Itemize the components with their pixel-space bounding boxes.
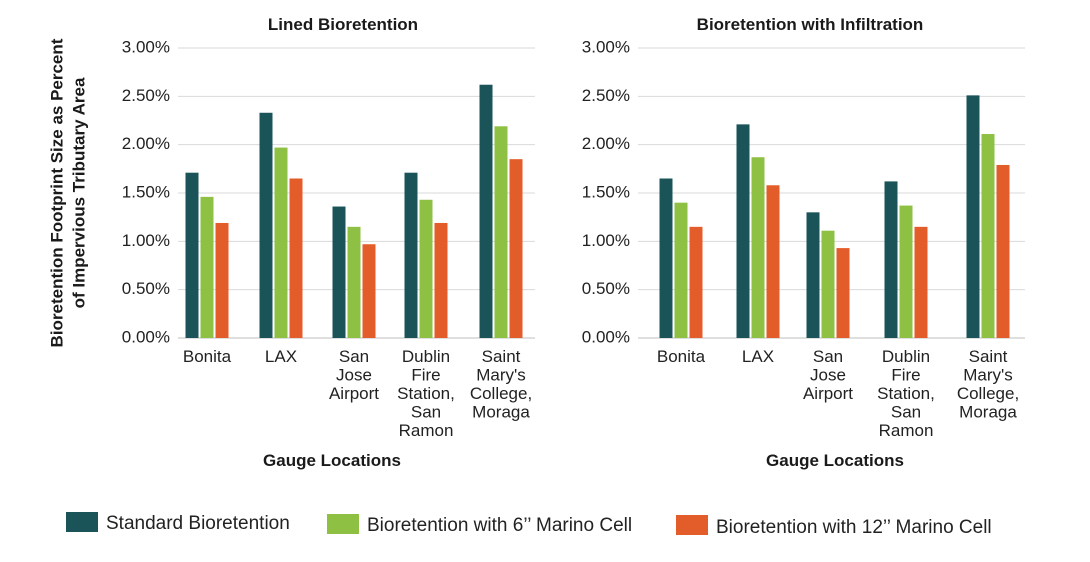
legend: Standard Bioretention Bioretention with 6… (66, 512, 992, 538)
bar (434, 222, 448, 338)
x-category-label-line: Bonita (657, 347, 706, 366)
x-category-label-line: Station, (397, 384, 455, 403)
y-tick-label: 1.50% (122, 182, 170, 201)
x-category-label-line: Jose (810, 366, 846, 385)
bar (659, 178, 673, 338)
bar (836, 248, 850, 338)
y-tick-label: 1.00% (122, 231, 170, 250)
x-category-label-line: Fire (411, 366, 440, 385)
y-axis-label: Bioretention Footprint Size as Percent of… (47, 38, 88, 347)
bar (751, 157, 765, 338)
legend-swatch (66, 512, 98, 532)
bar (479, 84, 493, 338)
x-category-label-line: Station, (877, 384, 935, 403)
x-category-label: Bonita (657, 347, 706, 366)
x-category-label: LAX (265, 347, 297, 366)
bar (404, 172, 418, 338)
x-category-label-line: LAX (742, 347, 774, 366)
bar (509, 159, 523, 338)
bar (766, 185, 780, 338)
x-category-label-line: Dublin (882, 347, 930, 366)
bar (494, 126, 508, 338)
chart-panel-infiltration: Bioretention with Infiltration 0.00% 0.50%… (582, 15, 1025, 470)
x-category-label-line: Fire (891, 366, 920, 385)
y-tick-label: 3.00% (582, 37, 630, 56)
bar (899, 205, 913, 338)
bar (821, 230, 835, 338)
x-category-label-line: Mary's (476, 366, 526, 385)
legend-swatch (327, 514, 359, 534)
x-category-label: Dublin Fire Station, San Ramon (877, 347, 935, 440)
bar (674, 202, 688, 338)
bar (884, 181, 898, 338)
x-category-label: San Jose Airport (803, 347, 853, 403)
bar (966, 95, 980, 338)
y-tick-label: 0.50% (582, 279, 630, 298)
y-tick-label: 2.50% (582, 86, 630, 105)
y-axis-label-line: of Impervious Tributary Area (69, 77, 88, 308)
x-category-label-line: Moraga (959, 403, 1017, 422)
bar (689, 226, 703, 338)
x-category-label-line: Ramon (879, 421, 934, 440)
legend-label: Standard Bioretention (106, 513, 290, 534)
y-tick-label: 0.50% (122, 279, 170, 298)
x-category-label: Saint Mary's College, Moraga (957, 347, 1019, 422)
y-tick-label: 2.00% (122, 134, 170, 153)
y-tick-label: 3.00% (122, 37, 170, 56)
chart-panel-lined: Lined Bioretention 0.00% 0.50% 1.00% 1.50% 2.… (122, 15, 535, 470)
bar (736, 124, 750, 338)
bar (347, 226, 361, 338)
bar (215, 222, 229, 338)
bar (981, 134, 995, 338)
bar (289, 178, 303, 338)
x-category-label: Saint Mary's College, Moraga (470, 347, 532, 422)
y-tick-label: 1.50% (582, 182, 630, 201)
x-category-label-line: LAX (265, 347, 297, 366)
x-axis-label: Gauge Locations (766, 451, 904, 470)
x-category-label-line: San (411, 403, 441, 422)
x-category-label-line: Mary's (963, 366, 1013, 385)
y-tick-label: 1.00% (582, 231, 630, 250)
bar (996, 164, 1010, 338)
bar (914, 226, 928, 338)
bar (200, 196, 214, 338)
x-category-label-line: San (339, 347, 369, 366)
bar (806, 212, 820, 338)
x-category-label-line: Bonita (183, 347, 232, 366)
x-category-label-line: Saint (482, 347, 521, 366)
x-category-label: Dublin Fire Station, San Ramon (397, 347, 455, 440)
bar (362, 244, 376, 338)
x-category-label: LAX (742, 347, 774, 366)
x-category-label: San Jose Airport (329, 347, 379, 403)
y-axis-label-line: Bioretention Footprint Size as Percent (47, 38, 66, 347)
x-category-label-line: San (813, 347, 843, 366)
x-category-label-line: Airport (803, 384, 853, 403)
x-category-label-line: College, (470, 384, 532, 403)
chart-title: Bioretention with Infiltration (697, 15, 924, 34)
x-category-label: Bonita (183, 347, 232, 366)
legend-label: Bioretention with 12’’ Marino Cell (716, 517, 992, 538)
x-category-label-line: Jose (336, 366, 372, 385)
y-tick-label: 0.00% (122, 327, 170, 346)
chart-title: Lined Bioretention (268, 15, 418, 34)
legend-swatch (676, 515, 708, 535)
x-category-label-line: Saint (969, 347, 1008, 366)
x-category-label-line: College, (957, 384, 1019, 403)
legend-label: Bioretention with 6’’ Marino Cell (367, 515, 632, 536)
bar (259, 112, 273, 339)
y-tick-label: 0.00% (582, 327, 630, 346)
x-axis-label: Gauge Locations (263, 451, 401, 470)
x-category-label-line: San (891, 403, 921, 422)
x-category-label-line: Dublin (402, 347, 450, 366)
x-category-label-line: Moraga (472, 403, 530, 422)
bar (332, 206, 346, 338)
x-category-label-line: Airport (329, 384, 379, 403)
bar (185, 172, 199, 338)
y-tick-label: 2.50% (122, 86, 170, 105)
y-tick-label: 2.00% (582, 134, 630, 153)
bar (419, 199, 433, 338)
bar (274, 147, 288, 338)
x-category-label-line: Ramon (399, 421, 454, 440)
